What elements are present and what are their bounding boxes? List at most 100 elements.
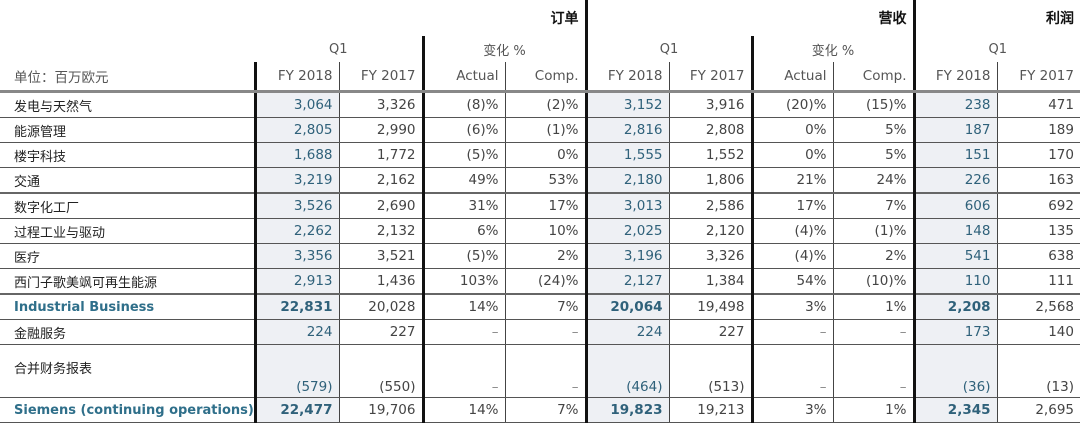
- cell: 606: [912, 193, 997, 219]
- cell: 2,262: [253, 218, 339, 244]
- column-header: FY 2017: [996, 62, 1080, 93]
- cell: 227: [338, 319, 423, 345]
- cell: –: [750, 344, 833, 398]
- cell: 2,816: [584, 117, 669, 143]
- cell: 49%: [421, 167, 505, 194]
- cell: 1,555: [584, 142, 669, 168]
- cell: (6)%: [421, 117, 505, 143]
- column-header: FY 2018: [584, 62, 669, 93]
- row-label: 金融服务: [0, 319, 255, 345]
- row-label: 发电与天然气: [0, 91, 255, 118]
- cell: 2,805: [253, 117, 339, 143]
- cell: 19,706: [338, 397, 423, 423]
- table-row: 楼宇科技 1,688 1,772 (5)% 0% 1,555 1,552 0% 5% 151 170: [0, 142, 1080, 168]
- cell: 170: [996, 142, 1080, 168]
- cell: 2,208: [912, 294, 997, 320]
- cell: (24)%: [504, 268, 586, 295]
- column-header: Actual: [421, 62, 505, 93]
- cell: 2,990: [338, 117, 423, 143]
- cell: 541: [912, 243, 997, 269]
- revenue-change: 变化 %: [750, 36, 914, 62]
- group-orders: 订单: [550, 11, 579, 27]
- cell: 1,688: [253, 142, 339, 168]
- cell: 3,219: [253, 167, 339, 194]
- cell: (4)%: [750, 243, 833, 269]
- cell: 3%: [750, 397, 833, 423]
- cell: 31%: [421, 193, 505, 219]
- table-row: 数字化工厂 3,526 2,690 31% 17% 3,013 2,586 17% 7% 606 6…: [0, 193, 1080, 219]
- cell: 5%: [832, 117, 914, 143]
- cell: 21%: [750, 167, 833, 194]
- cell: 2%: [832, 243, 914, 269]
- row-label: Siemens (continuing operations): [0, 397, 255, 423]
- cell: –: [421, 319, 505, 345]
- row-label: 过程工业与驱动: [0, 218, 255, 244]
- cell: –: [504, 319, 586, 345]
- cell: 3,064: [253, 91, 339, 118]
- profit-q1: Q1: [912, 36, 1080, 62]
- cell: 19,213: [668, 397, 752, 423]
- subgroup-header-row: Q1 变化 % Q1 变化 % Q1: [0, 36, 1080, 62]
- cell: 2,120: [668, 218, 752, 244]
- cell: (464): [584, 344, 669, 398]
- column-header: FY 2017: [668, 62, 752, 93]
- cell: 19,498: [668, 294, 752, 320]
- cell: 7%: [504, 397, 586, 423]
- cell: 1,552: [668, 142, 752, 168]
- cell: 3,356: [253, 243, 339, 269]
- cell: 638: [996, 243, 1080, 269]
- cell: 163: [996, 167, 1080, 194]
- cell: 187: [912, 117, 997, 143]
- cell: 0%: [750, 117, 833, 143]
- row-label: 交通: [0, 167, 255, 194]
- row-label: 数字化工厂: [0, 193, 255, 219]
- table-row: Industrial Business 22,831 20,028 14% 7% 20,0…: [0, 294, 1080, 320]
- cell: 1,806: [668, 167, 752, 194]
- table-row: 交通 3,219 2,162 49% 53% 2,180 1,806 21% 24% 226 163: [0, 167, 1080, 194]
- cell: 3,013: [584, 193, 669, 219]
- row-label: Industrial Business: [0, 294, 255, 320]
- row-label: 合并财务报表: [0, 344, 255, 398]
- cell: 17%: [504, 193, 586, 219]
- cell: 111: [996, 268, 1080, 295]
- cell: (5)%: [421, 142, 505, 168]
- cell: 53%: [504, 167, 586, 194]
- cell: 151: [912, 142, 997, 168]
- cell: 224: [253, 319, 339, 345]
- cell: –: [504, 344, 586, 398]
- cell: 1%: [832, 397, 914, 423]
- orders-q1: Q1: [328, 41, 348, 57]
- cell: 14%: [421, 294, 505, 320]
- cell: (513): [668, 344, 752, 398]
- table-row: 金融服务 224 227– –224 227– –173 140: [0, 319, 1080, 345]
- cell: (550): [338, 344, 423, 398]
- cell: 2,345: [912, 397, 997, 423]
- cell: 2%: [504, 243, 586, 269]
- cell: 0%: [504, 142, 586, 168]
- cell: 238: [912, 91, 997, 118]
- cell: 3,526: [253, 193, 339, 219]
- cell: –: [750, 319, 833, 345]
- cell: (1)%: [832, 218, 914, 244]
- cell: (4)%: [750, 218, 833, 244]
- table-row: 过程工业与驱动 2,262 2,132 6% 10% 2,025 2,120 (4)% (1)%…: [0, 218, 1080, 244]
- cell: 471: [996, 91, 1080, 118]
- cell: 2,913: [253, 268, 339, 295]
- cell: (36): [912, 344, 997, 398]
- column-header: Comp.: [832, 62, 914, 93]
- cell: 3,326: [668, 243, 752, 269]
- cell: 1,384: [668, 268, 752, 295]
- table-row: 医疗 3,356 3,521 (5)% 2% 3,196 3,326 (4)% 2% 541 638: [0, 243, 1080, 269]
- cell: 2,695: [996, 397, 1080, 423]
- row-label: 西门子歌美飒可再生能源: [0, 268, 255, 295]
- column-header: Actual: [750, 62, 833, 93]
- cell: 110: [912, 268, 997, 295]
- cell: 6%: [421, 218, 505, 244]
- cell: 2,132: [338, 218, 423, 244]
- cell: 135: [996, 218, 1080, 244]
- revenue-q1: Q1: [584, 36, 752, 62]
- unit-label: 单位：百万欧元: [0, 62, 255, 93]
- cell: (20)%: [750, 91, 833, 118]
- cell: 3%: [750, 294, 833, 320]
